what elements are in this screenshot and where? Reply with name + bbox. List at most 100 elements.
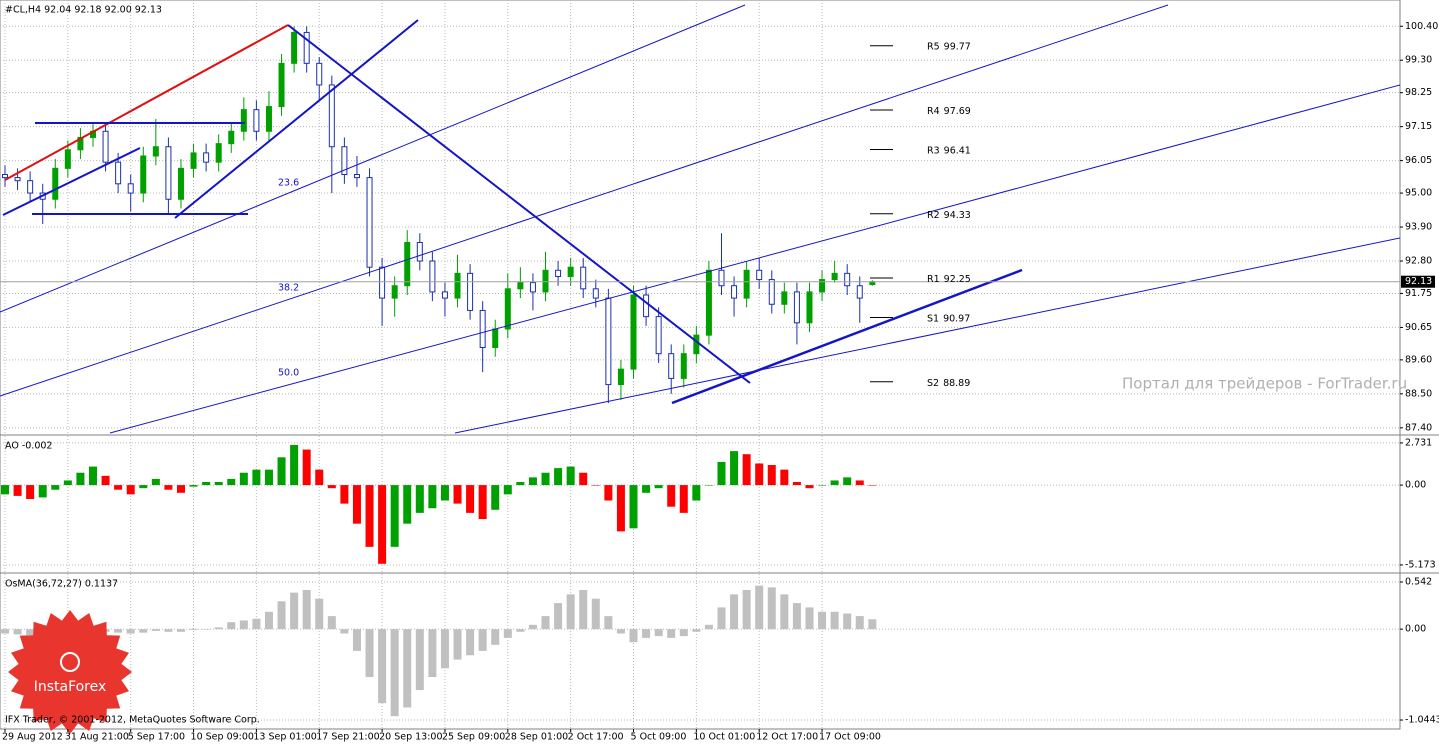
histogram-bar: [667, 629, 676, 638]
histogram-bar: [604, 485, 613, 501]
y-tick-label: -5.173: [1405, 559, 1436, 570]
chart-header: #CL,H4 92.04 92.18 92.00 92.13: [5, 5, 162, 16]
histogram-bar: [616, 485, 625, 532]
histogram-bar: [516, 629, 525, 632]
histogram-bar: [554, 468, 563, 486]
histogram-bar: [629, 629, 638, 643]
candle-body: [341, 146, 348, 176]
histogram-bar: [440, 485, 449, 501]
candle-body: [605, 297, 612, 386]
candle-body: [542, 269, 549, 293]
x-tick-label: 5 Oct 09:00: [631, 732, 687, 743]
y-tick-label: 100.40: [1405, 21, 1438, 32]
candle-body: [467, 272, 474, 311]
histogram-bar: [704, 624, 713, 630]
histogram-bar: [654, 629, 663, 637]
candle-body: [265, 106, 272, 132]
histogram-bar: [390, 629, 399, 717]
histogram-bar: [855, 616, 864, 630]
histogram-bar: [541, 472, 550, 486]
candle-body: [580, 266, 587, 290]
histogram-bar: [579, 472, 588, 486]
histogram-bar: [38, 485, 47, 498]
histogram-bar: [277, 457, 286, 486]
histogram-bar: [566, 466, 575, 486]
candle-body: [492, 328, 499, 349]
histogram-bar: [13, 629, 22, 635]
pivot-label: R4 97.69: [927, 105, 971, 116]
y-tick-label: 0.00: [1405, 624, 1426, 635]
histogram-bar: [340, 485, 349, 504]
x-tick-label: 20 Sep 13:00: [379, 732, 442, 743]
y-tick-label: 97.15: [1405, 121, 1432, 132]
histogram-bar: [189, 629, 198, 631]
candle-body: [77, 136, 84, 151]
histogram-bar: [742, 454, 751, 486]
histogram-bar: [843, 477, 852, 486]
histogram-bar: [1, 629, 9, 634]
histogram-bar: [151, 629, 160, 631]
histogram-bar: [277, 601, 286, 630]
histogram-bar: [26, 629, 35, 636]
y-tick-label: 0.00: [1405, 480, 1426, 491]
histogram-bar: [403, 629, 412, 708]
histogram-bar: [654, 485, 663, 489]
channel-line: [0, 4, 746, 313]
histogram-bar: [214, 482, 223, 486]
histogram-bar: [352, 485, 361, 524]
histogram-bar: [227, 478, 236, 486]
histogram-bar: [126, 485, 135, 495]
histogram-bar: [478, 629, 487, 651]
candle-body: [366, 177, 373, 268]
channel-line: [454, 237, 1401, 434]
histogram-bar: [139, 629, 148, 633]
pivot-label: R5 99.77: [927, 41, 971, 52]
histogram-bar: [214, 627, 223, 630]
histogram-bar: [755, 463, 764, 486]
histogram-bar: [491, 629, 500, 645]
histogram-bar: [453, 485, 462, 504]
last-price-label: 92.13: [1405, 276, 1432, 287]
histogram-bar: [428, 629, 437, 678]
histogram-bar: [264, 611, 273, 630]
histogram-bar: [755, 585, 764, 630]
channel-line: [0, 4, 1169, 397]
histogram-bar: [503, 629, 512, 638]
candle-body: [693, 334, 700, 355]
histogram-bar: [541, 616, 550, 630]
fib-label: 23.6: [278, 178, 299, 189]
histogram-bar: [151, 478, 160, 486]
pivot-label: S2 88.89: [927, 377, 970, 388]
histogram-bar: [352, 629, 361, 651]
candle-body: [140, 155, 147, 194]
histogram-bar: [792, 482, 801, 486]
histogram-bar: [440, 629, 449, 669]
histogram-bar: [415, 629, 424, 691]
candle-body: [353, 174, 360, 179]
histogram-bar: [327, 616, 336, 630]
y-tick-label: 88.50: [1405, 388, 1432, 399]
histogram-bar: [264, 469, 273, 486]
histogram-bar: [730, 451, 739, 486]
channel-line: [109, 84, 1401, 434]
candle-body: [316, 62, 323, 86]
candle-body: [52, 167, 59, 200]
histogram-bar: [252, 618, 261, 630]
candle-body: [756, 269, 763, 281]
y-tick-label: 87.40: [1405, 422, 1432, 433]
candle-body: [291, 31, 298, 64]
candle-body: [64, 149, 71, 169]
y-tick-label: 95.00: [1405, 188, 1432, 199]
candle-body: [165, 146, 172, 200]
candle-body: [731, 285, 738, 299]
candle-body: [668, 353, 675, 379]
histogram-bar: [290, 444, 299, 486]
histogram-bar: [717, 607, 726, 630]
histogram-bar: [767, 587, 776, 630]
y-tick-label: -1.0443: [1405, 715, 1439, 726]
y-tick-label: 91.75: [1405, 288, 1432, 299]
histogram-bar: [792, 603, 801, 630]
histogram-bar: [843, 613, 852, 630]
histogram-bar: [453, 629, 462, 660]
candle-body: [379, 266, 386, 299]
